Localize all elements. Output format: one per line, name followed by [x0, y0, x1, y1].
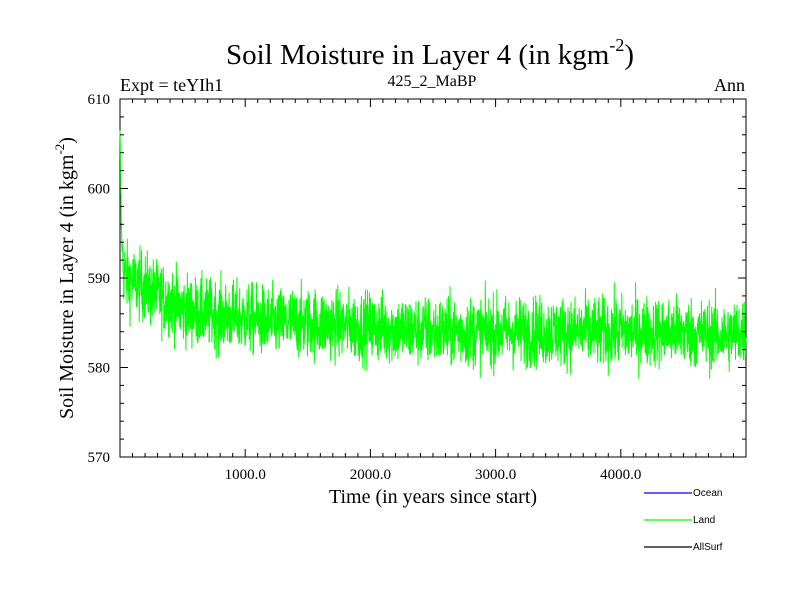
legend-label-allsurf: AllSurf	[693, 542, 723, 553]
y-tick-label-1: 580	[88, 361, 111, 377]
chart-title: Soil Moisture in Layer 4 (in kgm-2)	[226, 35, 634, 71]
legend-label-land: Land	[693, 515, 715, 526]
x-tick-label-2: 3000.0	[475, 467, 516, 483]
legend-label-ocean: Ocean	[693, 488, 722, 499]
y-axis-label: Soil Moisture in Layer 4 (in kgm-2)	[52, 137, 78, 419]
season-label: Ann	[714, 75, 745, 95]
x-tick-label-1: 2000.0	[350, 467, 391, 483]
y-tick-label-4: 610	[88, 92, 111, 108]
x-tick-label-3: 4000.0	[600, 467, 641, 483]
y-tick-label-3: 600	[88, 182, 111, 198]
plot-area	[119, 98, 747, 458]
tick-layer: 1000.0 2000.0 3000.0 4000.0 570 580 590 600 610	[88, 92, 746, 483]
legend: Ocean Land AllSurf	[644, 488, 723, 553]
series-land-line	[119, 130, 747, 380]
x-axis-label: Time (in years since start)	[329, 486, 537, 508]
x-tick-label-0: 1000.0	[225, 467, 266, 483]
y-tick-label-0: 570	[88, 450, 111, 466]
series-layer	[119, 130, 747, 380]
y-tick-label-2: 590	[88, 271, 111, 287]
experiment-label: Expt = teYIh1	[120, 75, 223, 95]
period-label: 425_2_MaBP	[388, 73, 477, 90]
